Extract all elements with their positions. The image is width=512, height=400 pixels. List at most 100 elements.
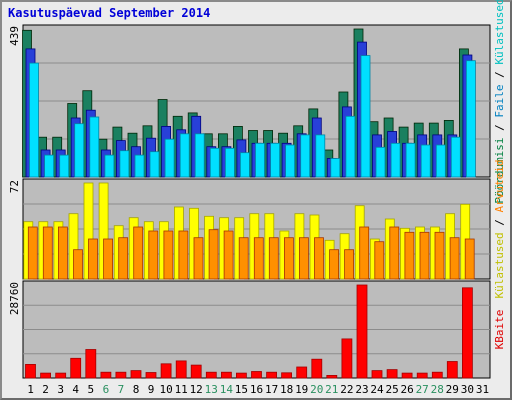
bar-kbytes-1-day-2 bbox=[40, 372, 51, 379]
bar-sites-2-day-28 bbox=[434, 231, 445, 280]
bar-hits-3-day-17 bbox=[270, 142, 281, 178]
panel-kbytes: 28760 KBaite bbox=[8, 280, 506, 379]
bar-kbytes-1-day-24 bbox=[371, 370, 383, 379]
axis-title-part: / bbox=[493, 118, 506, 138]
x-tick-label-1: 1 bbox=[27, 383, 34, 396]
x-tick-label-31: 31 bbox=[476, 383, 489, 396]
bar-kbytes-1-day-30 bbox=[461, 287, 473, 379]
x-tick-label-4: 4 bbox=[72, 383, 79, 396]
x-tick-label-7: 7 bbox=[118, 383, 125, 396]
x-tick-label-12: 12 bbox=[190, 383, 203, 396]
bar-sites-2-day-27 bbox=[419, 231, 430, 280]
bar-kbytes-1-day-23 bbox=[356, 284, 368, 379]
bar-hits-3-day-22 bbox=[345, 115, 356, 178]
bar-kbytes-1-day-13 bbox=[205, 371, 217, 379]
axis-title-part: Arvuteid bbox=[493, 159, 506, 212]
bar-kbytes-1-day-18 bbox=[281, 372, 293, 379]
bar-hits-3-day-1 bbox=[29, 62, 39, 178]
y-axis-max-label: 28760 bbox=[8, 282, 21, 315]
x-tick-label-3: 3 bbox=[57, 383, 64, 396]
bar-hits-3-day-12 bbox=[194, 133, 205, 178]
x-tick-label-8: 8 bbox=[133, 383, 140, 396]
panel-hits: 439 Pöördumisi / Faile / Külastused bbox=[8, 0, 506, 204]
bar-sites-2-day-1 bbox=[27, 226, 38, 280]
bar-hits-3-day-8 bbox=[134, 154, 145, 178]
bar-hits-3-day-18 bbox=[285, 144, 296, 178]
bar-kbytes-1-day-8 bbox=[130, 370, 142, 379]
bar-hits-3-day-28 bbox=[435, 144, 446, 178]
bar-hits-3-day-29 bbox=[450, 136, 461, 178]
x-tick-label-5: 5 bbox=[87, 383, 94, 396]
bar-sites-2-day-10 bbox=[163, 230, 174, 280]
bar-sites-2-day-13 bbox=[208, 229, 219, 280]
axis-title-part: KBaite bbox=[493, 310, 506, 350]
bar-hits-3-day-9 bbox=[149, 151, 160, 178]
axis-title-part: Pöördumisi bbox=[493, 137, 506, 203]
bar-hits-3-day-3 bbox=[59, 154, 70, 178]
bar-kbytes-1-day-16 bbox=[251, 371, 262, 379]
axis-title-kbytes: KBaite bbox=[493, 310, 506, 350]
x-tick-label-19: 19 bbox=[295, 383, 308, 396]
bar-hits-3-day-10 bbox=[164, 138, 175, 178]
bar-hits-3-day-24 bbox=[375, 146, 386, 178]
bar-sites-2-day-4 bbox=[73, 249, 83, 280]
x-tick-label-10: 10 bbox=[159, 383, 172, 396]
x-tick-label-18: 18 bbox=[280, 383, 293, 396]
bar-kbytes-1-day-7 bbox=[115, 371, 127, 379]
x-tick-label-28: 28 bbox=[431, 383, 444, 396]
bar-hits-3-day-23 bbox=[360, 55, 371, 178]
axis-title-hits: Pöördumisi / Faile / Külastused bbox=[493, 0, 506, 204]
x-tick-label-21: 21 bbox=[325, 383, 338, 396]
axis-title-part: Külastused bbox=[493, 0, 506, 65]
bar-hits-3-day-7 bbox=[119, 150, 130, 178]
y-axis-max-label: 72 bbox=[8, 180, 21, 193]
bar-kbytes-1-day-9 bbox=[145, 372, 157, 379]
x-tick-label-15: 15 bbox=[235, 383, 248, 396]
bar-kbytes-1-day-26 bbox=[401, 372, 413, 379]
bar-hits-3-day-4 bbox=[74, 123, 85, 178]
bar-sites-2-day-6 bbox=[103, 238, 113, 280]
axis-title-part: / bbox=[493, 65, 506, 85]
bar-sites-2-day-18 bbox=[283, 237, 294, 280]
bar-sites-2-day-3 bbox=[58, 226, 68, 280]
x-tick-label-24: 24 bbox=[370, 383, 384, 396]
bar-kbytes-1-day-3 bbox=[55, 372, 67, 379]
bar-sites-2-day-25 bbox=[389, 226, 400, 280]
bar-kbytes-1-day-29 bbox=[446, 361, 458, 379]
bar-sites-2-day-23 bbox=[359, 226, 370, 280]
bar-hits-3-day-5 bbox=[89, 116, 100, 178]
x-tick-label-11: 11 bbox=[175, 383, 188, 396]
bar-sites-2-day-21 bbox=[329, 249, 340, 280]
bar-sites-2-day-19 bbox=[298, 237, 309, 280]
bar-sites-2-day-5 bbox=[88, 238, 98, 280]
axis-title-part: / bbox=[493, 212, 506, 232]
bar-hits-3-day-19 bbox=[300, 134, 311, 178]
x-tick-label-2: 2 bbox=[42, 383, 49, 396]
bar-sites-2-day-2 bbox=[42, 226, 53, 280]
bar-kbytes-1-day-5 bbox=[85, 349, 97, 379]
bar-kbytes-1-day-28 bbox=[431, 371, 443, 379]
x-tick-label-25: 25 bbox=[385, 383, 398, 396]
bar-sites-2-day-24 bbox=[374, 241, 385, 280]
x-tick-label-14: 14 bbox=[220, 383, 234, 396]
x-tick-label-9: 9 bbox=[148, 383, 155, 396]
y-axis-max-label: 439 bbox=[8, 26, 21, 46]
bar-sites-2-day-7 bbox=[118, 237, 129, 280]
bar-sites-2-day-11 bbox=[178, 230, 189, 280]
bar-sites-2-day-9 bbox=[148, 230, 159, 280]
bar-sites-2-day-20 bbox=[314, 237, 324, 280]
bar-kbytes-1-day-6 bbox=[100, 371, 112, 379]
bar-kbytes-1-day-11 bbox=[175, 360, 187, 379]
bar-sites-2-day-30 bbox=[464, 238, 475, 280]
x-tick-label-6: 6 bbox=[103, 383, 110, 396]
x-tick-label-23: 23 bbox=[355, 383, 368, 396]
bar-kbytes-1-day-1 bbox=[25, 363, 36, 379]
bar-kbytes-1-day-25 bbox=[386, 369, 398, 379]
panel-sites: 72 Külastused / Arvuteid bbox=[8, 159, 506, 298]
bar-kbytes-1-day-12 bbox=[190, 364, 202, 379]
bar-kbytes-1-day-19 bbox=[296, 366, 308, 379]
x-tick-label-22: 22 bbox=[340, 383, 353, 396]
bar-hits-3-day-26 bbox=[405, 142, 416, 178]
bar-hits-3-day-16 bbox=[255, 142, 265, 178]
